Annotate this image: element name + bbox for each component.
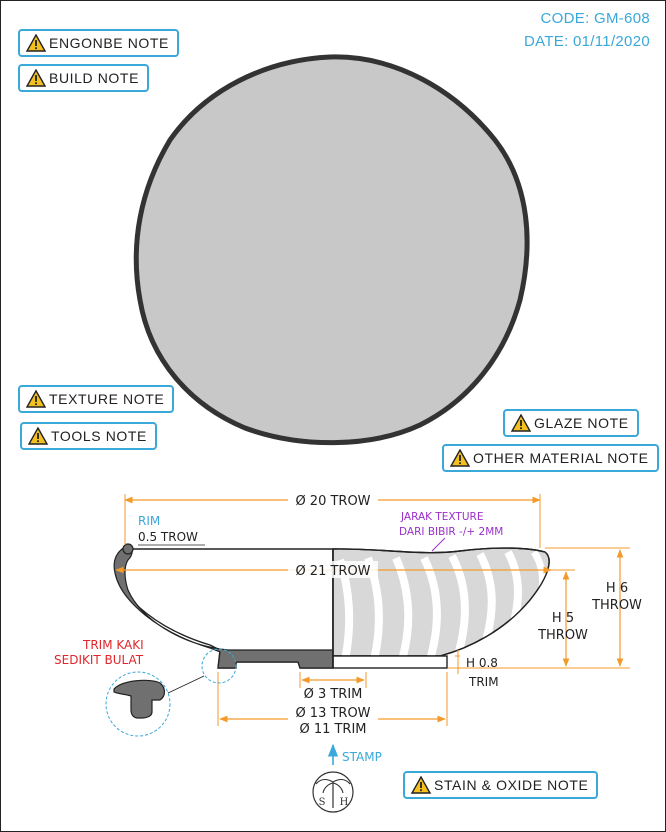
warning-icon xyxy=(26,69,46,87)
stain-oxide-note-label: STAIN & OXIDE NOTE xyxy=(434,777,589,793)
warning-icon xyxy=(411,776,431,794)
plate-top-view xyxy=(133,54,530,446)
foot-detail-marker xyxy=(201,648,237,684)
engobe-note-label: ENGONBE NOTE xyxy=(49,35,169,51)
build-note-label: BUILD NOTE xyxy=(49,70,140,86)
foot-height-label-2: TRIM xyxy=(468,675,499,689)
foot-trim-label: Ø 11 TRIM xyxy=(299,722,366,737)
warning-icon xyxy=(26,390,46,408)
bowl-wall-section xyxy=(113,544,334,669)
inner-height-label-1: H 5 xyxy=(552,611,574,626)
rim-thickness-label: 0.5 TROW xyxy=(138,530,198,544)
other-material-note-button[interactable]: OTHER MATERIAL NOTE xyxy=(442,444,659,472)
drawing-date: DATE: 01/11/2020 xyxy=(524,33,650,50)
tools-note-label: TOOLS NOTE xyxy=(51,428,147,444)
trim-note-line1: TRIM KAKI xyxy=(82,638,144,652)
svg-text:H: H xyxy=(340,797,349,808)
total-height-label-2: THROW xyxy=(591,598,642,613)
trim-note-line2: SEDIKIT BULAT xyxy=(54,653,144,667)
center-trim-label: Ø 3 TRIM xyxy=(304,687,363,702)
stain-oxide-note-button[interactable]: STAIN & OXIDE NOTE xyxy=(403,771,599,799)
sh-stamp-icon: S H xyxy=(312,771,354,813)
svg-text:S: S xyxy=(319,797,326,808)
engobe-note-button[interactable]: ENGONBE NOTE xyxy=(18,29,179,57)
texture-distance-line2: DARI BIBIR -/+ 2MM xyxy=(399,526,503,538)
texture-note-button[interactable]: TEXTURE NOTE xyxy=(18,385,175,413)
foot-ring xyxy=(332,655,448,669)
foot-height-label-1: H 0.8 xyxy=(466,656,498,670)
rim-bead xyxy=(122,543,134,555)
rim-label: RIM xyxy=(138,514,160,528)
top-diameter-label: Ø 20 TROW xyxy=(295,494,370,509)
glaze-note-button[interactable]: GLAZE NOTE xyxy=(503,409,639,437)
texture-note-label: TEXTURE NOTE xyxy=(49,391,165,407)
warning-icon xyxy=(28,427,48,445)
foot-detail-magnified xyxy=(105,671,171,737)
total-height-label-1: H 6 xyxy=(606,581,628,596)
texture-distance-line1: JARAK TEXTURE xyxy=(400,511,483,523)
other-material-note-label: OTHER MATERIAL NOTE xyxy=(473,450,649,466)
max-diameter-label: Ø 21 TROW xyxy=(295,564,370,579)
glaze-note-label: GLAZE NOTE xyxy=(534,415,629,431)
build-note-button[interactable]: BUILD NOTE xyxy=(18,64,150,92)
warning-icon xyxy=(511,414,531,432)
warning-icon xyxy=(26,34,46,52)
drawing-code: CODE: GM-608 xyxy=(540,10,650,27)
warning-icon xyxy=(450,449,470,467)
tools-note-button[interactable]: TOOLS NOTE xyxy=(20,422,157,450)
base-trow-label: Ø 13 TROW xyxy=(295,706,370,721)
inner-height-label-2: THROW xyxy=(537,628,588,643)
stamp-label: STAMP xyxy=(342,750,382,764)
